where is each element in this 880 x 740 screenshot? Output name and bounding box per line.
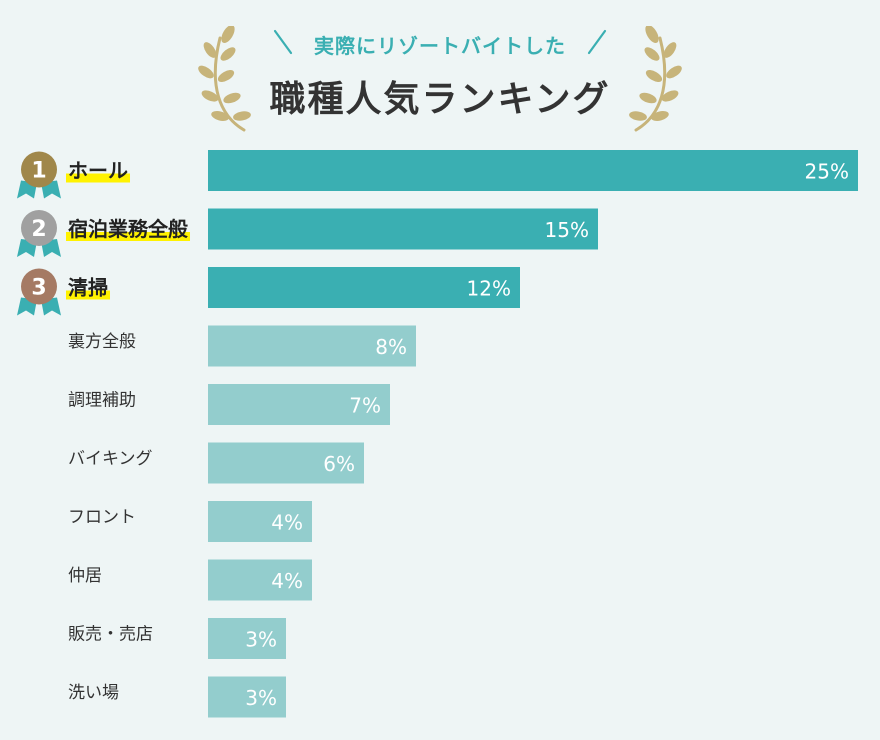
rank-number: 2 (31, 217, 46, 242)
bar-value-label: 12% (467, 277, 511, 301)
bar (208, 384, 390, 425)
bar (208, 442, 364, 484)
left-slash-decoration (273, 29, 293, 55)
category-label: バイキング (68, 449, 153, 469)
category-label: 裏方全般 (68, 331, 136, 352)
label-highlight (66, 290, 110, 300)
left-laurel-icon (198, 26, 251, 132)
bar-value-label: 3% (245, 686, 277, 710)
bar-value-label: 15% (545, 218, 589, 242)
bar-value-label: 3% (245, 628, 277, 652)
bar (208, 676, 286, 718)
bar (208, 267, 520, 308)
category-label: 調理補助 (68, 391, 136, 411)
bar-value-label: 7% (349, 394, 381, 418)
bar (208, 208, 598, 250)
bar-value-label: 4% (271, 569, 303, 593)
category-label: 仲居 (68, 566, 102, 586)
rank-medal-icon (21, 268, 57, 305)
bar (208, 150, 858, 191)
bar (208, 325, 416, 367)
right-slash-decoration (587, 29, 607, 55)
label-highlight (66, 232, 190, 241)
bar (208, 559, 312, 601)
bar (208, 618, 286, 659)
right-laurel-icon (629, 26, 682, 132)
header: 実際にリゾートバイトした 職種人気ランキング (0, 0, 880, 140)
bar-value-label: 6% (323, 452, 355, 476)
bar-value-label: 25% (805, 160, 849, 184)
bar-value-label: 8% (375, 335, 407, 359)
label-highlight (66, 173, 130, 183)
category-label: 清掃 (68, 276, 108, 300)
chart-title: 職種人気ランキング (269, 79, 611, 120)
rank-number: 3 (31, 276, 46, 301)
category-label: ホール (68, 159, 128, 183)
category-label: 宿泊業務全般 (68, 217, 188, 241)
rank-medal-icon (21, 210, 57, 246)
rank-number: 1 (31, 159, 46, 184)
category-label: 洗い場 (68, 683, 119, 703)
bar-value-label: 4% (271, 511, 303, 535)
bar (208, 501, 312, 542)
chart-subtitle: 実際にリゾートバイトした (314, 34, 566, 58)
rank-medal-icon (21, 151, 57, 188)
category-label: 販売・売店 (68, 625, 153, 645)
category-label: フロント (68, 508, 136, 528)
